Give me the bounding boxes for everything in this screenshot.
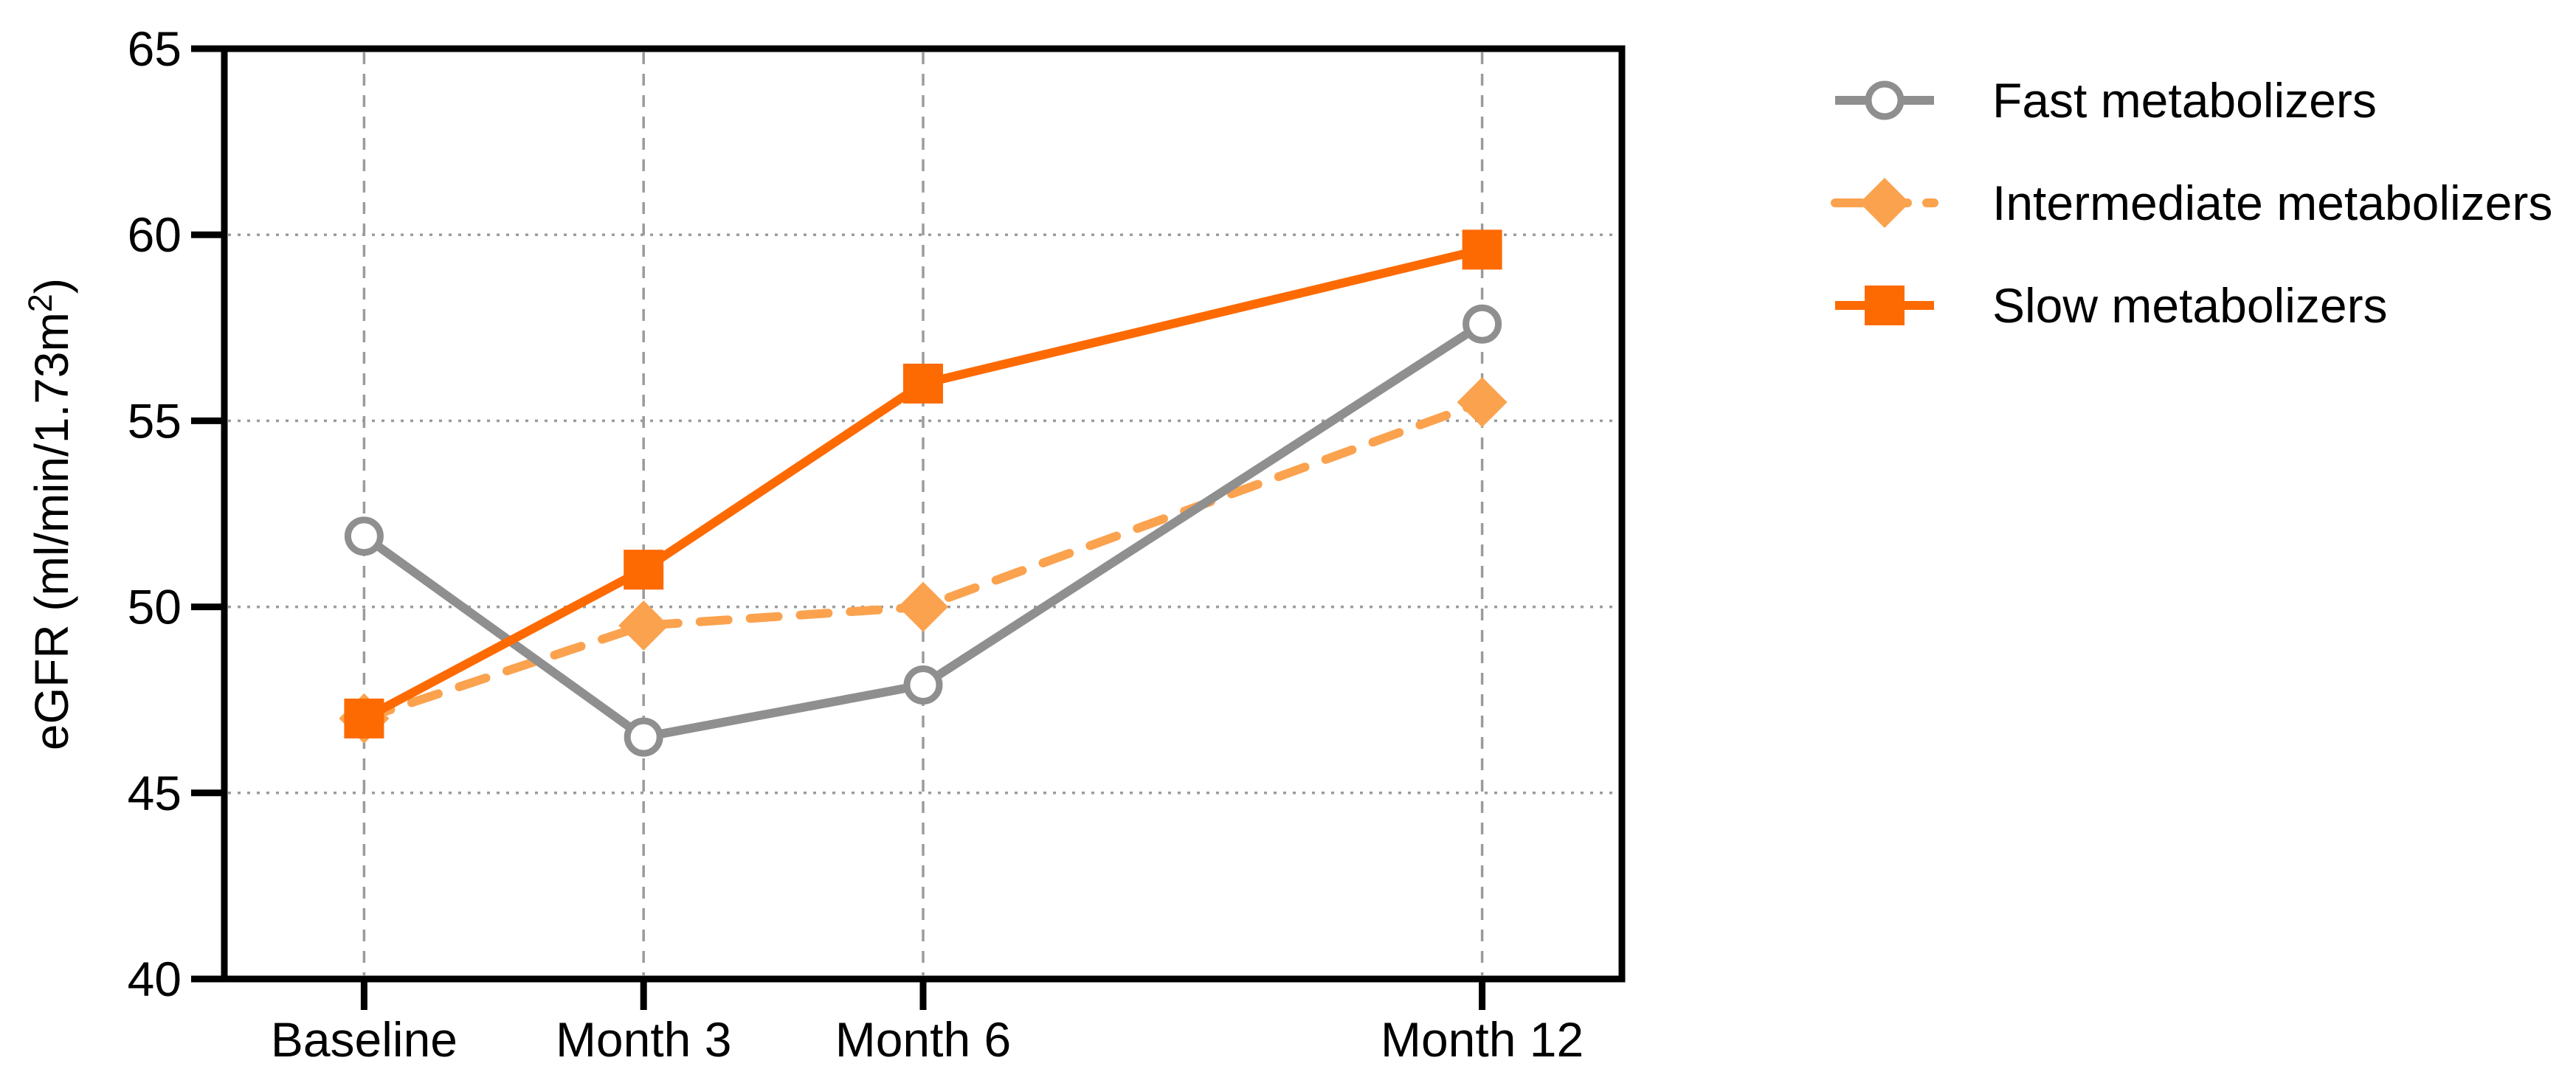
y-tick-label-65: 65 — [128, 21, 182, 76]
marker-slow-metabolizers-month-6 — [903, 363, 943, 404]
marker-fast-metabolizers-month-12 — [1463, 304, 1502, 344]
marker-fast-metabolizers-month-3 — [624, 717, 663, 757]
marker-slow-metabolizers-month-12 — [1462, 229, 1502, 270]
x-tick-label-month-3: Month 3 — [556, 1012, 731, 1067]
intermediate-metabolizers-legend-glyph — [1860, 178, 1910, 228]
slow-metabolizers-legend-marker-icon — [1835, 286, 1934, 325]
series-line-slow-metabolizers — [362, 245, 1483, 723]
legend-item-slow-metabolizers: Slow metabolizers — [1835, 280, 2552, 331]
legend-label-intermediate-metabolizers: Intermediate metabolizers — [1992, 176, 2553, 230]
y-tick-label-45: 45 — [128, 766, 182, 820]
marker-fast-metabolizers-baseline — [344, 516, 384, 556]
legend-label-slow-metabolizers: Slow metabolizers — [1992, 278, 2388, 333]
plot-frame — [221, 45, 1626, 983]
y-tick-label-50: 50 — [128, 580, 182, 634]
y-tick-label-60: 60 — [128, 207, 182, 262]
slow-metabolizers-legend-glyph — [1865, 286, 1905, 325]
marker-intermediate-metabolizers-month-3 — [618, 600, 669, 651]
x-tick-label-month-12: Month 12 — [1381, 1012, 1584, 1067]
legend-item-fast-metabolizers: Fast metabolizers — [1835, 75, 2552, 126]
series-line-fast-metabolizers — [361, 320, 1485, 742]
marker-slow-metabolizers-baseline — [344, 698, 384, 738]
x-tick-label-month-6: Month 6 — [835, 1012, 1011, 1067]
x-tick-label-baseline: Baseline — [271, 1012, 457, 1067]
legend: Fast metabolizers Intermediate metaboliz… — [1831, 75, 2553, 382]
legend-label-fast-metabolizers: Fast metabolizers — [1992, 73, 2377, 128]
marker-intermediate-metabolizers-month-12 — [1457, 377, 1508, 428]
marker-slow-metabolizers-month-3 — [624, 550, 664, 590]
y-tick-label-40: 40 — [128, 952, 182, 1006]
y-tick-label-55: 55 — [128, 393, 182, 448]
y-axis-title: eGFR (ml/min/1.73m2) — [21, 278, 78, 750]
intermediate-metabolizers-legend-marker-icon — [1831, 178, 1938, 228]
legend-item-intermediate-metabolizers: Intermediate metabolizers — [1831, 176, 2553, 230]
marker-intermediate-metabolizers-month-6 — [898, 581, 948, 632]
fast-metabolizers-legend-marker-icon — [1835, 80, 1934, 120]
marker-fast-metabolizers-month-6 — [903, 665, 943, 705]
fast-metabolizers-legend-glyph — [1865, 80, 1905, 120]
